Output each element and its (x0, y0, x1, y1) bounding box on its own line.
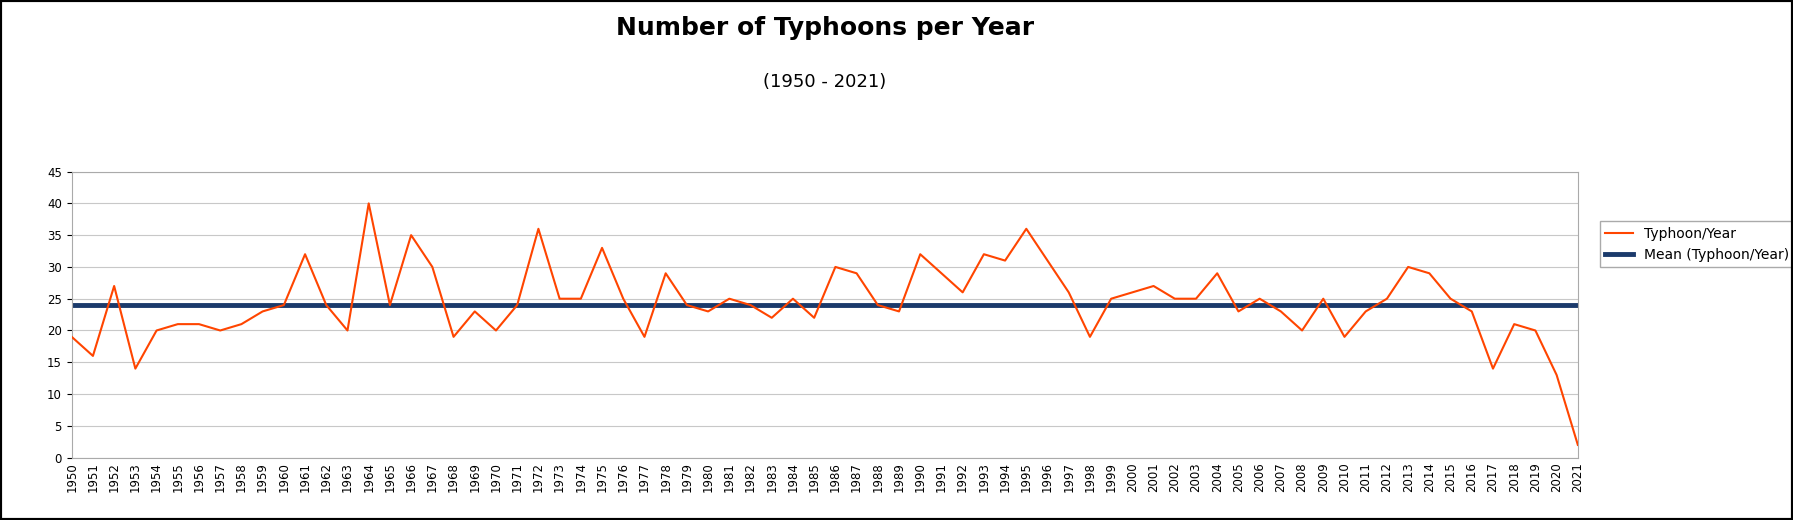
Line: Typhoon/Year: Typhoon/Year (72, 203, 1578, 445)
Typhoon/Year (443, 334, 464, 340)
Text: (1950 - 2021): (1950 - 2021) (764, 73, 886, 91)
Typhoon/Year (931, 270, 952, 277)
Typhoon/Year (61, 334, 82, 340)
Typhoon/Year (1567, 442, 1589, 448)
Typhoon/Year (359, 200, 380, 206)
Typhoon/Year (1036, 257, 1058, 264)
Legend: Typhoon/Year, Mean (Typhoon/Year): Typhoon/Year, Mean (Typhoon/Year) (1599, 222, 1793, 267)
Typhoon/Year (1101, 295, 1122, 302)
Typhoon/Year (273, 302, 294, 308)
Typhoon/Year (592, 245, 613, 251)
Text: Number of Typhoons per Year: Number of Typhoons per Year (615, 16, 1035, 40)
